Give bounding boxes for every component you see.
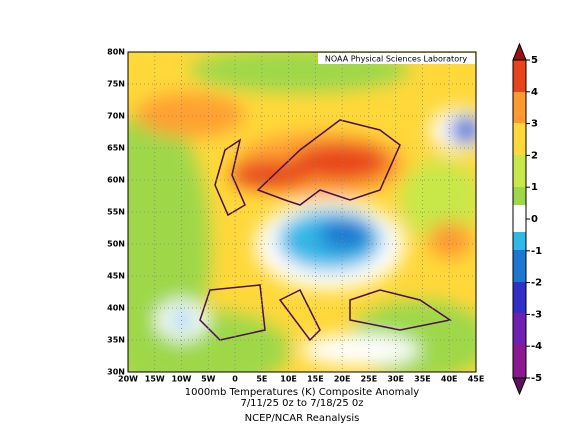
lat-label: 30N — [107, 368, 125, 377]
lon-label: 45E — [468, 375, 485, 384]
colorbar-label: 5 — [531, 55, 538, 66]
anomaly-field — [128, 52, 476, 372]
lon-label: 25E — [361, 375, 378, 384]
lat-label: 40N — [107, 304, 125, 313]
lon-label: 15E — [307, 375, 324, 384]
lat-label: 75N — [107, 80, 125, 89]
lat-label: 35N — [107, 336, 125, 345]
lab-label: NOAA Physical Sciences Laboratory — [325, 55, 468, 64]
lon-label: 30E — [387, 375, 404, 384]
caption: 7/11/25 0z to 7/18/25 0z — [240, 398, 363, 409]
lon-label: 0 — [232, 375, 238, 384]
lat-label: 65N — [107, 144, 125, 153]
colorbar-label: -3 — [531, 309, 542, 320]
lon-label: 20E — [334, 375, 351, 384]
lon-label: 5E — [256, 375, 267, 384]
colorbar-label: 0 — [531, 214, 538, 225]
lat-label: 50N — [107, 240, 125, 249]
colorbar — [512, 42, 530, 396]
lon-label: 40E — [441, 375, 458, 384]
lat-label: 60N — [107, 176, 125, 185]
colorbar-label: 4 — [531, 87, 538, 98]
source: NCEP/NCAR Reanalysis — [245, 413, 360, 424]
colorbar-label: -5 — [531, 373, 542, 384]
lat-label: 80N — [107, 48, 125, 57]
label-box — [318, 53, 475, 64]
lat-label: 45N — [107, 272, 125, 281]
lon-label: 15W — [145, 375, 165, 384]
lon-label: 5W — [201, 375, 216, 384]
lon-label: 20W — [118, 375, 138, 384]
lat-label: 55N — [107, 208, 125, 217]
lon-label: 35E — [414, 375, 431, 384]
colorbar-label: 2 — [531, 150, 538, 161]
colorbar-label: 1 — [531, 182, 538, 193]
colorbar-label: -2 — [531, 278, 542, 289]
colorbar-label: -4 — [531, 341, 542, 352]
lat-label: 70N — [107, 112, 125, 121]
plot-frame — [127, 51, 477, 373]
colorbar-label: -1 — [531, 246, 542, 257]
lon-label: 10E — [280, 375, 297, 384]
colorbar-label: 3 — [531, 119, 538, 130]
lon-label: 10W — [172, 375, 192, 384]
caption: 1000mb Temperatures (K) Composite Anomal… — [185, 387, 419, 398]
